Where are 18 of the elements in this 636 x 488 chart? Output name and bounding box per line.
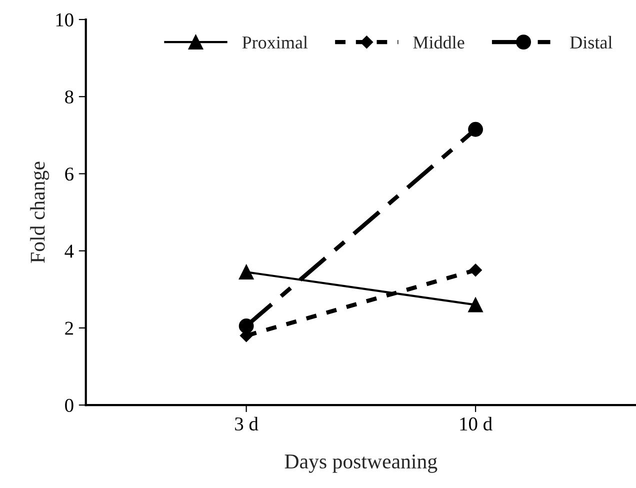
y-tick-label: 10 — [56, 13, 74, 26]
point — [469, 264, 482, 277]
point — [238, 264, 254, 280]
point — [238, 318, 254, 334]
x-tick-label: 3 d — [235, 416, 258, 431]
y-tick-label: 2 — [65, 322, 73, 335]
x-tick-label: 10 d — [460, 416, 492, 431]
x-axis-title: Days postweaning — [284, 454, 438, 473]
legend-label: Proximal — [242, 36, 308, 49]
y-tick-label: 8 — [65, 90, 74, 104]
legend-label: Middle — [413, 36, 464, 49]
point — [468, 122, 484, 137]
point — [468, 297, 484, 312]
y-tick-label: 4 — [64, 244, 74, 258]
y-tick-label: 6 — [65, 168, 74, 181]
legend-label: Distal — [570, 36, 612, 49]
y-tick-label: 0 — [65, 398, 74, 412]
y-axis-title: Fold change — [30, 162, 50, 263]
